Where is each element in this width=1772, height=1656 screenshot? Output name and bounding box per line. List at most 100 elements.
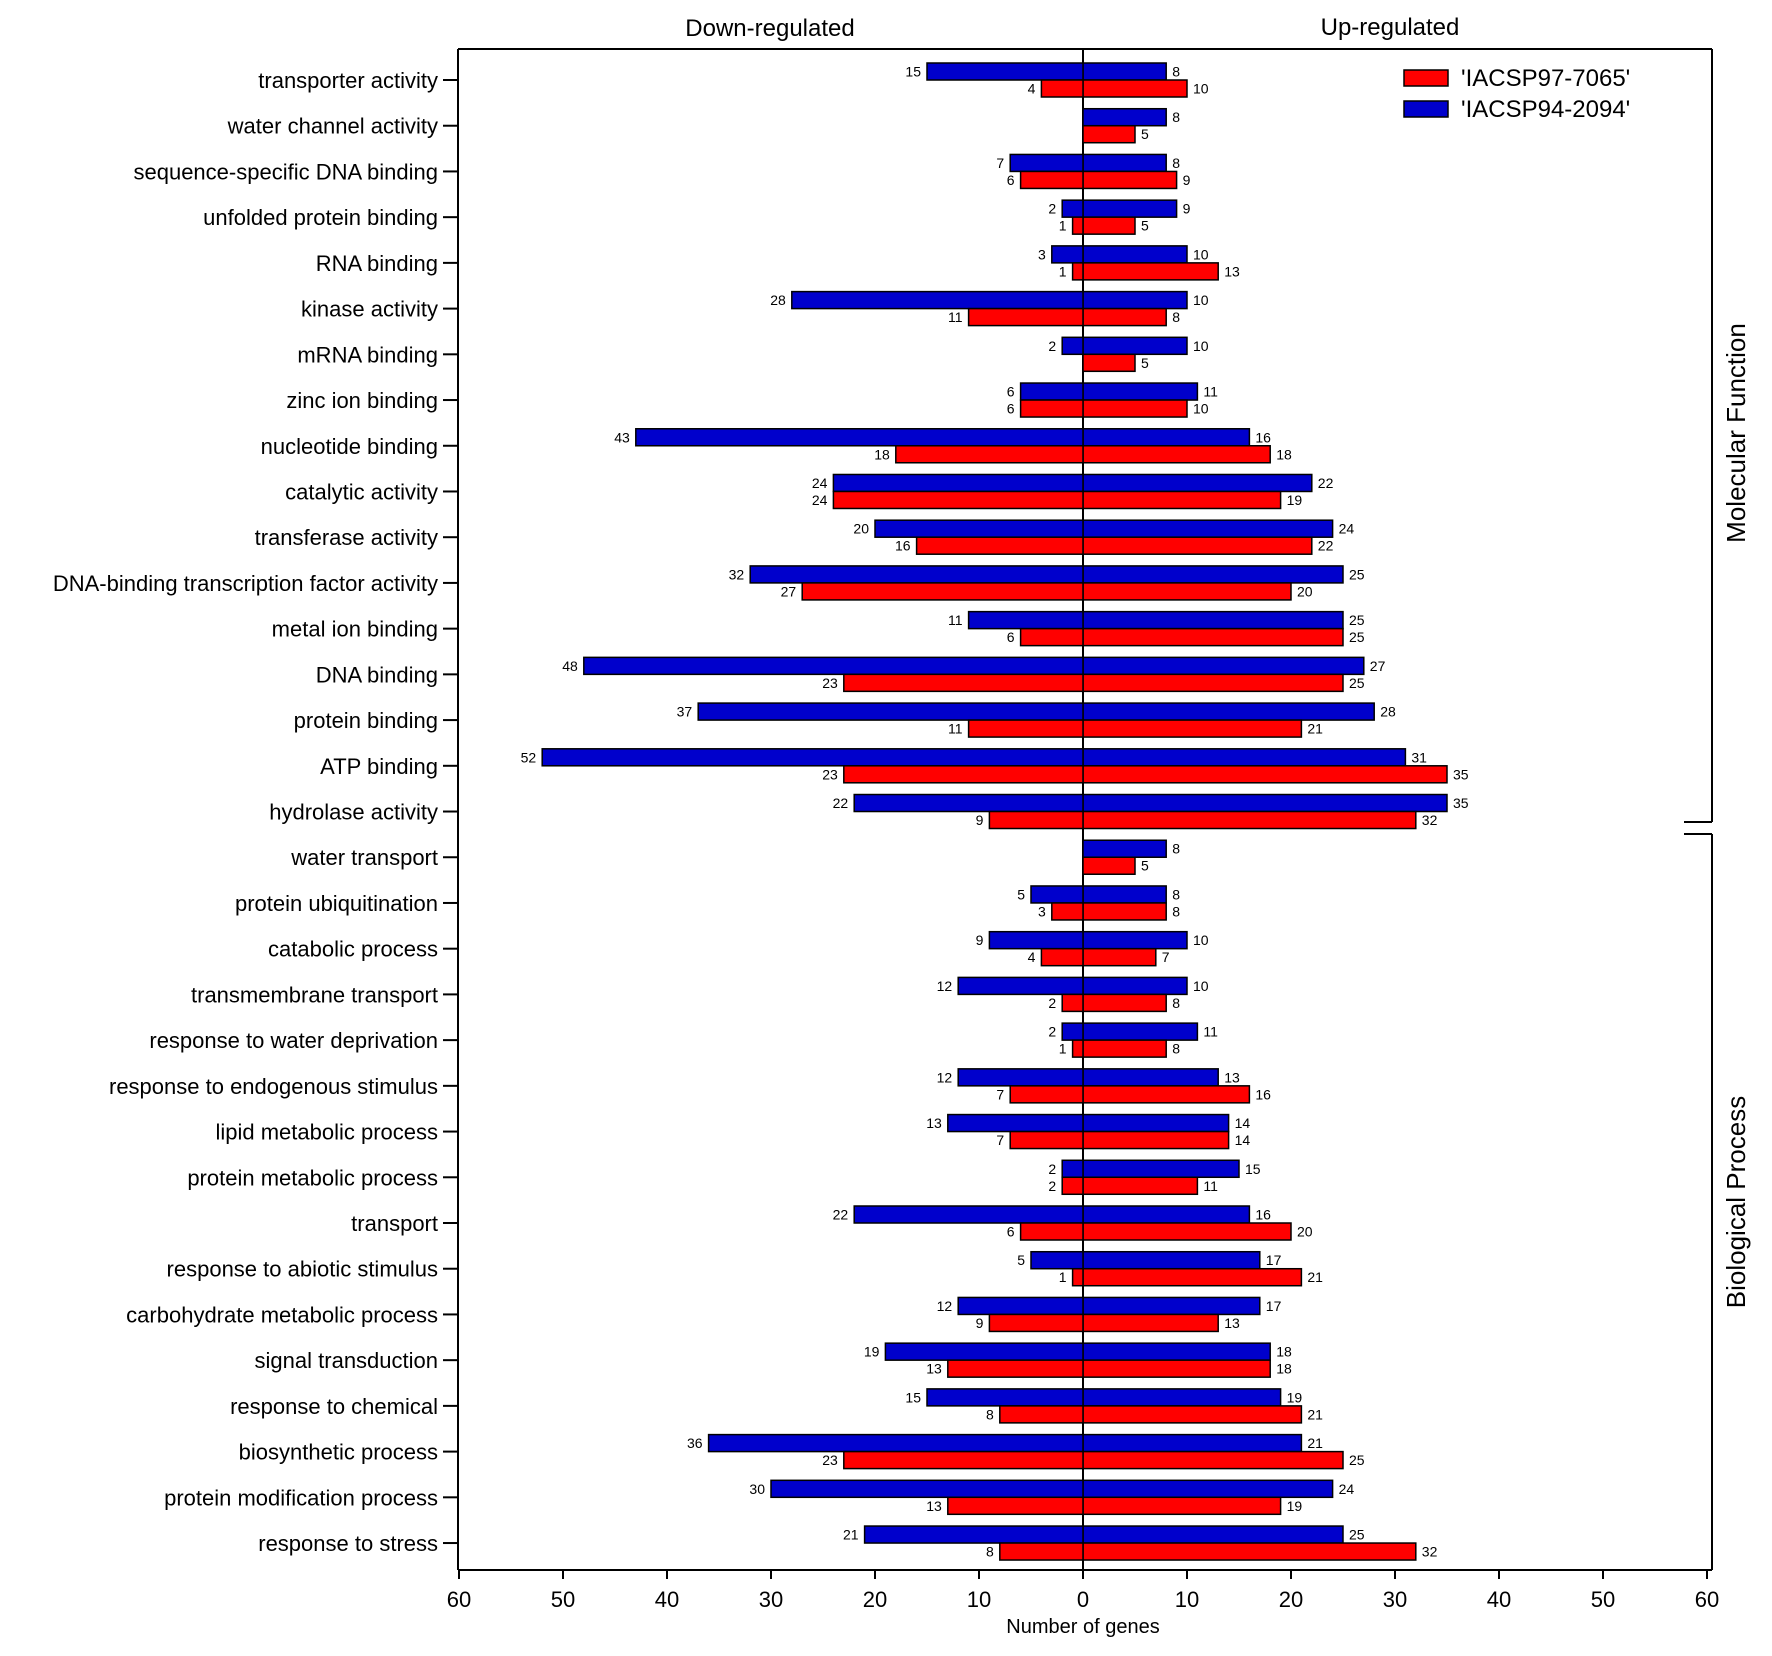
value-label-s2-down: 7: [996, 155, 1004, 171]
value-label-s1-down: 23: [822, 1452, 838, 1468]
category-label: transport: [351, 1211, 438, 1236]
value-label-s2-down: 5: [1017, 886, 1025, 902]
value-label-s2-down: 3: [1038, 246, 1046, 262]
value-label-s1-up: 14: [1235, 1132, 1251, 1148]
value-label-s2-up: 10: [1193, 338, 1209, 354]
bar-s2-up: [1082, 1205, 1251, 1224]
value-label-s1-down: 18: [874, 446, 890, 462]
value-label-s2-down: 12: [937, 978, 953, 994]
value-label-s1-down: 3: [1038, 903, 1046, 919]
value-label-s1-up: 22: [1318, 538, 1334, 554]
value-label-s2-up: 16: [1255, 1207, 1271, 1223]
bar-s2-down: [749, 565, 1084, 584]
bar-s1-up: [1082, 353, 1136, 373]
category-label: lipid metabolic process: [215, 1120, 438, 1145]
value-label-s2-down: 12: [937, 1069, 953, 1085]
bar-s1-up: [1082, 490, 1282, 510]
bar-s1-up: [1082, 1450, 1344, 1470]
value-label-s2-down: 2: [1048, 1024, 1056, 1040]
value-label-s1-down: 9: [976, 1315, 984, 1331]
legend-swatch-s2: [1403, 100, 1449, 118]
category-label: unfolded protein binding: [203, 205, 438, 230]
bar-s2-up: [1082, 1296, 1261, 1316]
category-label: response to stress: [258, 1531, 438, 1556]
bar-s2-down: [770, 1479, 1084, 1499]
value-label-s1-up: 20: [1297, 1224, 1313, 1240]
bar-s2-up: [1082, 976, 1188, 996]
value-label-s1-up: 25: [1349, 675, 1365, 691]
value-label-s2-up: 8: [1172, 155, 1180, 171]
bar-s1-down: [1040, 79, 1084, 98]
bar-s2-down: [635, 428, 1084, 447]
bar-s2-up: [1082, 62, 1167, 81]
bar-s2-down: [988, 930, 1084, 950]
value-label-s1-up: 25: [1349, 1452, 1365, 1468]
category-label: nucleotide binding: [261, 434, 438, 459]
bar-s2-down: [863, 1525, 1084, 1544]
bar-s2-down: [957, 1068, 1084, 1087]
x-tick-label: 0: [1077, 1587, 1089, 1612]
bar-s2-up: [1082, 565, 1344, 584]
value-label-s1-down: 8: [986, 1544, 994, 1560]
value-label-s1-up: 10: [1193, 401, 1209, 417]
value-label-s2-down: 12: [937, 1298, 953, 1314]
bar-s2-up: [1082, 748, 1407, 767]
category-label: RNA binding: [316, 251, 438, 276]
value-label-s2-up: 15: [1245, 1161, 1261, 1177]
bar-s2-down: [853, 1205, 1084, 1224]
bar-s1-down: [915, 536, 1084, 555]
value-label-s1-down: 1: [1059, 1041, 1067, 1057]
bar-s2-up: [1082, 1388, 1282, 1407]
bar-s2-down: [791, 290, 1084, 310]
bar-s1-up: [1082, 1359, 1271, 1378]
category-label: metal ion binding: [272, 617, 438, 642]
bar-s2-up: [1082, 656, 1365, 676]
value-label-s1-down: 23: [822, 766, 838, 782]
bar-s1-up: [1082, 216, 1136, 235]
bar-s2-up: [1082, 428, 1251, 447]
x-tick-label: 50: [1591, 1587, 1615, 1612]
category-label: kinase activity: [301, 297, 438, 322]
category-label: mRNA binding: [297, 342, 438, 367]
bar-s1-down: [947, 1496, 1084, 1516]
value-label-s2-down: 15: [905, 1389, 921, 1405]
bar-s2-down: [583, 656, 1084, 676]
x-tick-label: 10: [967, 1587, 991, 1612]
value-label-s1-up: 32: [1422, 812, 1438, 828]
category-label: signal transduction: [255, 1348, 438, 1373]
bar-s2-up: [1082, 1113, 1230, 1133]
category-label: DNA binding: [316, 662, 438, 687]
value-label-s2-up: 14: [1235, 1115, 1251, 1131]
bar-s1-up: [1082, 856, 1136, 875]
x-tick-label: 60: [1695, 1587, 1719, 1612]
bar-s1-up: [1082, 719, 1303, 738]
x-tick-label: 40: [1487, 1587, 1511, 1612]
bar-s2-up: [1082, 1159, 1240, 1179]
bar-s1-down: [1019, 1222, 1084, 1241]
value-label-s1-up: 5: [1141, 858, 1149, 874]
category-label: transmembrane transport: [191, 982, 438, 1007]
value-label-s2-down: 37: [677, 704, 693, 720]
group-label: Molecular Function: [1721, 323, 1751, 543]
category-label: catabolic process: [268, 937, 438, 962]
bar-s2-down: [1019, 382, 1084, 401]
category-label: transferase activity: [255, 525, 438, 550]
value-label-s1-down: 13: [926, 1361, 942, 1377]
bar-s2-down: [926, 1388, 1084, 1407]
value-label-s2-up: 9: [1183, 201, 1191, 217]
bar-s2-down: [832, 473, 1084, 493]
bar-s2-up: [1082, 1250, 1261, 1270]
x-tick-label: 10: [1175, 1587, 1199, 1612]
value-label-s2-up: 10: [1193, 932, 1209, 948]
category-label: DNA-binding transcription factor activit…: [53, 571, 438, 596]
bar-s2-up: [1082, 199, 1178, 218]
x-axis-title: Number of genes: [1006, 1616, 1159, 1638]
legend-label-s2: 'IACSP94-2094': [1461, 96, 1630, 123]
bar-s2-down: [541, 748, 1084, 767]
bar-s2-up: [1082, 1525, 1344, 1544]
value-label-s2-up: 19: [1287, 1389, 1303, 1405]
value-label-s1-up: 19: [1287, 492, 1303, 508]
value-label-s1-up: 25: [1349, 629, 1365, 645]
bar-s1-down: [988, 1313, 1084, 1333]
bar-s2-up: [1082, 885, 1167, 904]
